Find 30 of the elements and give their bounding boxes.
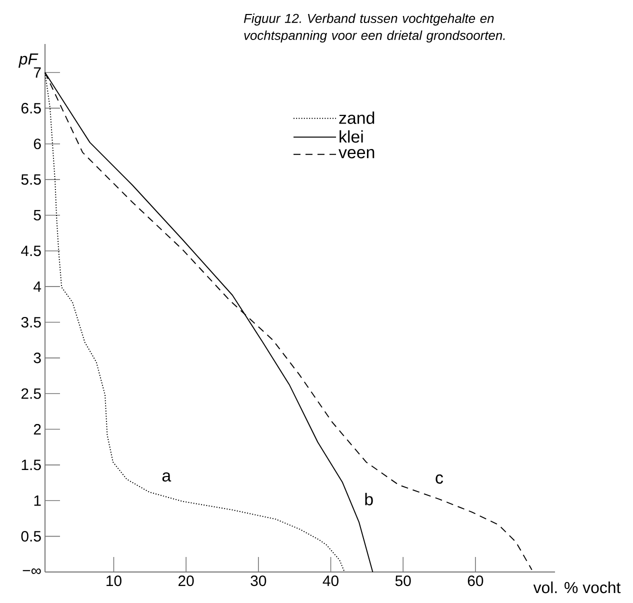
y-tick-label: 4 <box>34 281 42 292</box>
x-tick-label: 30 <box>250 576 266 586</box>
y-tick-label: −∞ <box>22 568 41 574</box>
y-tick-label: 2 <box>34 424 41 434</box>
y-tick-label: 6 <box>34 138 41 150</box>
annotation: c <box>436 474 444 484</box>
y-tick-label: 7 <box>34 67 41 78</box>
chart-title: Figuur 12. Verband tussen vochtgehalte en vochtspanning voor een drietal grondsoorten. <box>244 14 505 43</box>
y-tick-label: 1.5 <box>22 460 41 470</box>
y-tick-label: 3 <box>34 352 41 364</box>
y-axis-title: pF <box>18 54 38 68</box>
legend-label: klei <box>340 130 363 143</box>
x-axis-title: vol. % vocht <box>533 582 621 594</box>
x-tick-label: 40 <box>322 576 338 586</box>
y-tick-label: 5 <box>34 210 41 220</box>
y-tick-label: 3.5 <box>21 316 41 328</box>
y-tick-label: 2.5 <box>21 388 41 399</box>
legend-label: veen <box>338 149 374 158</box>
annotation: b <box>365 492 373 506</box>
y-tick-label: 6.5 <box>21 102 41 114</box>
x-tick-label: 60 <box>468 576 484 586</box>
x-tick-label: 10 <box>106 576 122 586</box>
y-tick-label: 0.5 <box>21 531 41 542</box>
y-tick-label: 4.5 <box>21 246 41 256</box>
legend-label: zand <box>339 112 374 124</box>
annotation: a <box>162 472 172 482</box>
y-tick-label: 1 <box>34 495 41 506</box>
x-tick-label: 50 <box>395 576 411 586</box>
y-tick-label: 5.5 <box>21 174 41 185</box>
x-tick-label: 20 <box>178 576 194 586</box>
